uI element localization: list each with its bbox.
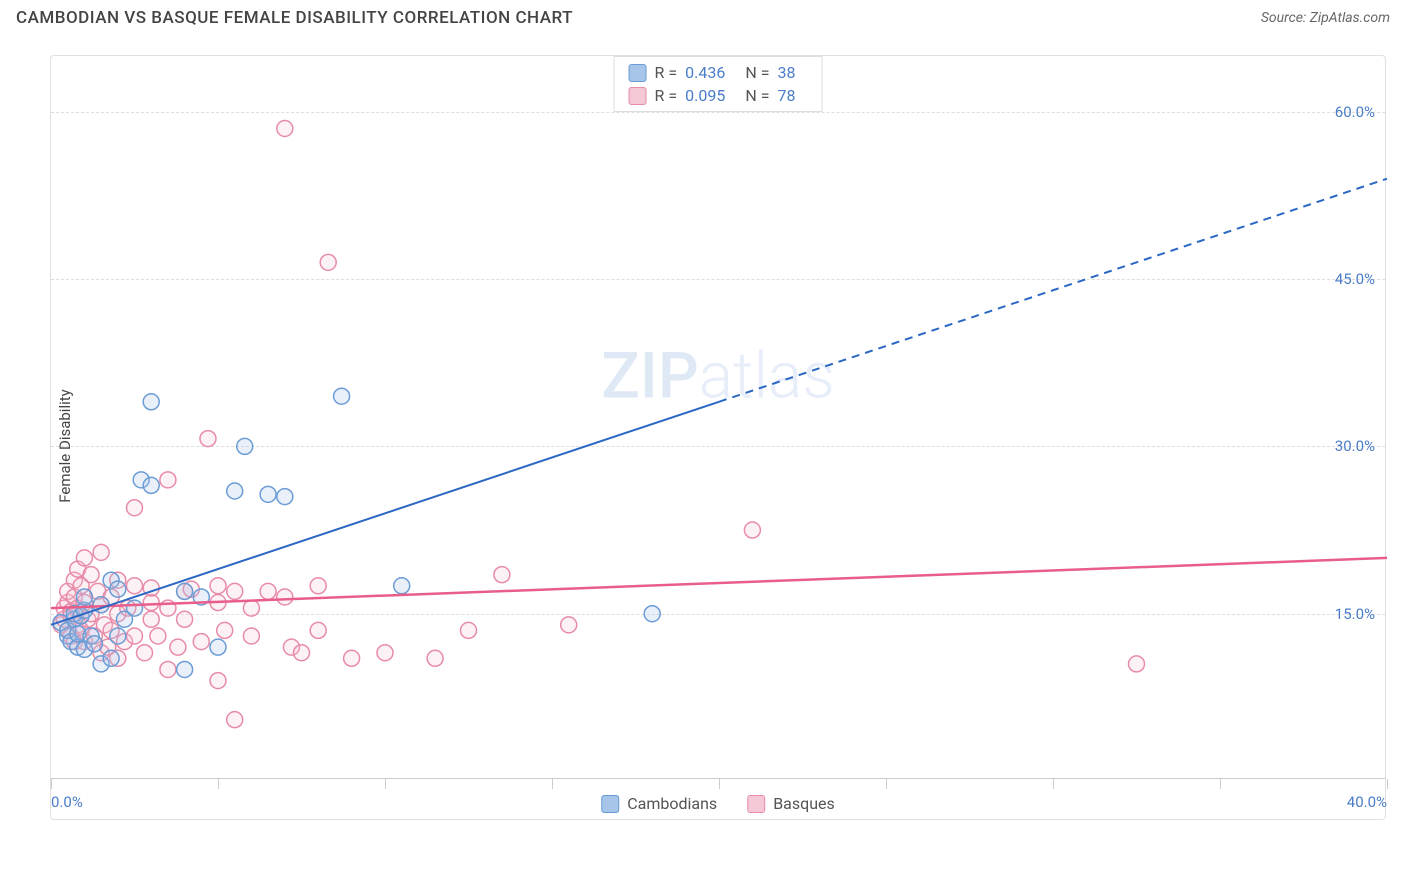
stats-row-basques: R = 0.095 N = 78: [629, 84, 808, 107]
basques-point: [177, 611, 193, 627]
chart-plot-area: ZIPatlas 15.0%30.0%45.0%60.0% 0.0%40.0% …: [50, 55, 1386, 820]
basques-point: [227, 712, 243, 728]
cambodians-point: [143, 477, 159, 493]
cambodians-point: [237, 438, 253, 454]
basques-point: [137, 645, 153, 661]
basques-point: [427, 650, 443, 666]
chart-header: CAMBODIAN VS BASQUE FEMALE DISABILITY CO…: [0, 0, 1406, 36]
basques-point: [1129, 656, 1145, 672]
basques-point: [160, 661, 176, 677]
basques-point: [377, 645, 393, 661]
basques-point: [160, 472, 176, 488]
basques-point: [143, 595, 159, 611]
basques-point: [277, 121, 293, 137]
basques-point: [210, 578, 226, 594]
basques-point: [344, 650, 360, 666]
legend-label-cambodians: Cambodians: [627, 794, 717, 813]
trend-line-cambodians-solid: [51, 402, 719, 625]
basques-point: [200, 431, 216, 447]
basques-point: [294, 645, 310, 661]
scatter-svg: [51, 56, 1385, 819]
stats-row-cambodians: R = 0.436 N = 38: [629, 61, 808, 84]
legend-item-basques: Basques: [747, 794, 835, 813]
basques-point: [170, 639, 186, 655]
legend-bottom: Cambodians Basques: [601, 794, 835, 813]
cambodians-point: [110, 628, 126, 644]
cambodians-point: [76, 589, 92, 605]
cambodians-point: [86, 636, 102, 652]
swatch-basques-icon: [747, 795, 765, 813]
basques-point: [210, 673, 226, 689]
basques-point: [193, 634, 209, 650]
basques-point: [561, 617, 577, 633]
legend-item-cambodians: Cambodians: [601, 794, 717, 813]
cambodians-point: [260, 486, 276, 502]
cambodians-point: [277, 489, 293, 505]
cambodians-point: [110, 581, 126, 597]
cambodians-point: [127, 600, 143, 616]
source-name: ZipAtlas.com: [1310, 10, 1390, 26]
basques-point: [461, 622, 477, 638]
cambodians-point: [644, 606, 660, 622]
basques-point: [243, 628, 259, 644]
stat-R-basques: 0.095: [685, 86, 725, 105]
source-attribution: Source: ZipAtlas.com: [1261, 10, 1390, 26]
stat-N-label: N =: [745, 86, 769, 105]
cambodians-point: [177, 661, 193, 677]
cambodians-point: [394, 578, 410, 594]
basques-point: [310, 622, 326, 638]
basques-point: [143, 611, 159, 627]
basques-point: [93, 544, 109, 560]
basques-point: [243, 600, 259, 616]
basques-point: [127, 628, 143, 644]
basques-point: [277, 589, 293, 605]
stat-R-label: R =: [655, 63, 678, 82]
legend-label-basques: Basques: [773, 794, 835, 813]
basques-point: [494, 567, 510, 583]
basques-point: [83, 567, 99, 583]
cambodians-point: [177, 583, 193, 599]
chart-title: CAMBODIAN VS BASQUE FEMALE DISABILITY CO…: [16, 8, 573, 28]
trend-line-cambodians-dashed: [719, 179, 1387, 402]
cambodians-point: [143, 394, 159, 410]
cambodians-point: [210, 639, 226, 655]
basques-point: [217, 622, 233, 638]
source-label: Source:: [1261, 10, 1306, 26]
stat-N-basques: 78: [777, 86, 795, 105]
basques-point: [76, 550, 92, 566]
stat-N-label: N =: [745, 63, 769, 82]
basques-point: [150, 628, 166, 644]
basques-point: [127, 578, 143, 594]
trend-line-basques: [51, 558, 1387, 608]
basques-point: [310, 578, 326, 594]
swatch-cambodians: [629, 64, 647, 82]
stats-legend-box: R = 0.436 N = 38 R = 0.095 N = 78: [614, 56, 823, 112]
cambodians-point: [334, 388, 350, 404]
cambodians-point: [103, 650, 119, 666]
basques-point: [260, 583, 276, 599]
swatch-basques: [629, 87, 647, 105]
stat-N-cambodians: 38: [777, 63, 795, 82]
stat-R-cambodians: 0.436: [685, 63, 725, 82]
x-tick: [1387, 779, 1388, 789]
stat-R-label: R =: [655, 86, 678, 105]
basques-point: [744, 522, 760, 538]
swatch-cambodians-icon: [601, 795, 619, 813]
basques-point: [320, 254, 336, 270]
basques-point: [127, 500, 143, 516]
cambodians-point: [227, 483, 243, 499]
basques-point: [227, 583, 243, 599]
